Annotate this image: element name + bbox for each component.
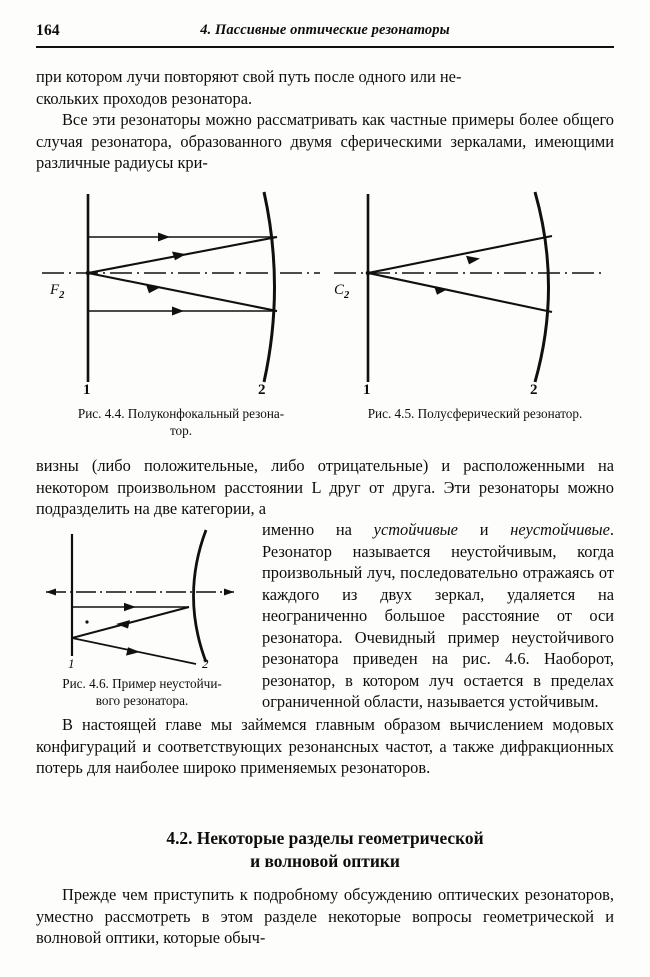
running-title: 4. Пассивные оптические резонаторы — [200, 22, 450, 38]
figure-4-6-caption: Рис. 4.6. Пример неустойчи- вого резонат… — [36, 676, 248, 709]
focal-point-label: F2 — [50, 282, 65, 302]
page-header: 164 4. Пассивные оптические резонаторы — [36, 22, 614, 48]
figure-4-4-caption-line-2: тор. — [169, 422, 193, 438]
center-of-curvature-label: C2 — [334, 282, 350, 302]
ray-upper — [367, 234, 553, 275]
stray-point-marker — [85, 620, 89, 624]
mirror-1-number: 1 — [83, 382, 91, 398]
paragraph-5: Прежде чем приступить к подробному обсуж… — [36, 884, 614, 949]
section-heading-line-2: и волновой оптики — [250, 851, 400, 871]
figure-4-4-caption: Рис. 4.4. Полуконфокальный резона- тор. — [36, 406, 326, 439]
mirror-2-number: 2 — [202, 656, 209, 671]
ray-arrow-reflected — [116, 620, 130, 629]
paragraph-5-text: Прежде чем приступить к подробному обсуж… — [36, 885, 614, 947]
ray-reflected-to-plane — [71, 606, 190, 639]
figure-4-5-caption: Рис. 4.5. Полусферический резонатор. — [332, 406, 618, 423]
section-heading: 4.2. Некоторые разделы геометрической и … — [36, 827, 614, 873]
paragraph-1-line-2: скольких проходов резонатора. — [36, 88, 253, 108]
concave-mirror-2 — [533, 191, 550, 383]
mirror-2-number: 2 — [258, 382, 266, 398]
convex-mirror-2 — [192, 529, 208, 663]
wrap-text-post: . Резонатор называется неустойчивым, ког… — [262, 520, 615, 711]
figure-4-5-drawing — [334, 191, 602, 383]
mirror-1-number: 1 — [68, 656, 75, 671]
figure-4-4-caption-line-1: Рис. 4.4. Полуконфокальный резона- — [77, 406, 285, 421]
ray-arrow-incoming — [124, 602, 136, 612]
wrap-text-mid: и — [457, 520, 511, 539]
axis-arrow-left — [46, 588, 56, 596]
figure-4-4-drawing — [42, 191, 320, 383]
paragraph-2-text: Все эти резонаторы можно рассматривать к… — [36, 110, 614, 172]
figure-4-6-caption-line-2: вого резонатора. — [95, 692, 189, 708]
header-rule — [36, 46, 614, 48]
axis-arrow-right — [224, 588, 234, 596]
ray-arrow-lower-right — [172, 306, 184, 316]
term-unstable: неустойчивые — [510, 520, 610, 539]
concave-mirror-2 — [262, 191, 276, 383]
ray-arrow-upper-right — [158, 232, 170, 242]
ray-arrow-upper-slant — [172, 251, 186, 261]
paragraph-1-line-1: при котором лучи повторяют свой путь пос… — [36, 67, 462, 86]
section-heading-line-1: 4.2. Некоторые разделы геометрической — [166, 828, 484, 848]
paragraph-3: визны (либо положительные, либо отрицате… — [36, 455, 614, 520]
term-stable: устойчивые — [373, 520, 458, 539]
paragraph-4: В настоящей главе мы займемся главным об… — [36, 714, 614, 779]
ray-arrow-upper — [466, 255, 480, 265]
figure-4-6-drawing — [46, 529, 234, 665]
figure-4-6: 1 2 — [44, 528, 254, 671]
ray-arrow-escaping — [126, 647, 140, 656]
center-of-curvature-marker — [365, 270, 371, 276]
figure-4-5-caption-line-1: Рис. 4.5. Полусферический резонатор. — [367, 406, 583, 421]
wrap-text-pre: именно на — [262, 520, 374, 539]
mirror-2-number: 2 — [530, 382, 538, 398]
figure-4-6-caption-line-1: Рис. 4.6. Пример неустойчи- — [62, 676, 222, 691]
figure-4-5: C2 1 2 — [330, 186, 620, 401]
ray-arrow-lower — [434, 286, 448, 295]
paragraph-3-text: визны (либо положительные, либо отрицате… — [36, 456, 614, 518]
mirror-1-number: 1 — [363, 382, 371, 398]
focal-point-marker — [85, 270, 91, 276]
paragraph-4-text: В настоящей главе мы займемся главным об… — [36, 715, 614, 777]
wrap-column-text: именно на устойчивые и неустойчивые. Рез… — [262, 519, 614, 713]
ray-lower — [367, 271, 553, 314]
paragraph-2: Все эти резонаторы можно рассматривать к… — [36, 109, 614, 174]
ray-lower-slant — [87, 271, 278, 313]
paragraph-1: при котором лучи повторяют свой путь пос… — [36, 66, 614, 109]
page-number: 164 — [36, 22, 60, 39]
figure-4-4: F2 1 2 — [36, 186, 326, 401]
